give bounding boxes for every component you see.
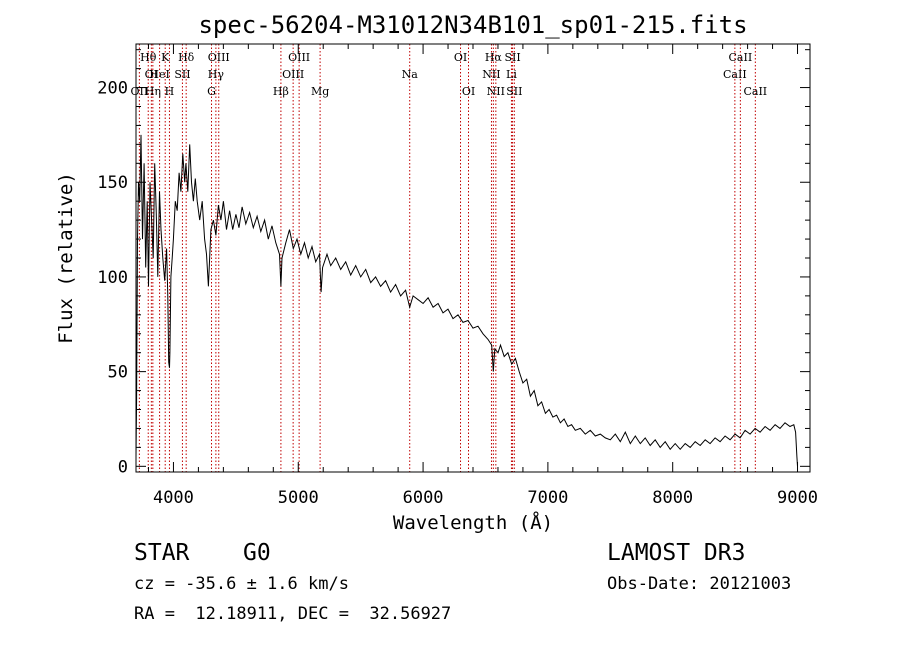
line-marker-label: OI <box>145 68 158 81</box>
y-tick-label: 0 <box>118 457 128 477</box>
x-tick-label: 9000 <box>777 488 818 508</box>
chart-title: spec-56204-M31012N34B101_sp01-215.fits <box>198 11 747 39</box>
line-marker-label: CaII <box>723 68 747 81</box>
x-tick-label: 6000 <box>403 488 444 508</box>
sky-coordinates: RA = 12.18911, DEC = 32.56927 <box>134 604 452 624</box>
line-marker-label: Hθ <box>140 51 157 64</box>
x-tick-label: 7000 <box>527 488 568 508</box>
y-tick-label: 100 <box>97 268 128 288</box>
line-marker-label: H <box>165 85 175 98</box>
line-marker-label: Mg <box>311 85 329 98</box>
line-marker-label: SII <box>174 68 190 81</box>
line-marker-label: OIII <box>208 51 230 64</box>
x-axis-ticks: 4000 5000 6000 7000 8000 9000 <box>147 44 818 508</box>
line-marker-label: Hγ <box>208 68 225 81</box>
line-marker-label: CaII <box>729 51 753 64</box>
y-tick-label: 50 <box>108 363 128 383</box>
spectral-line-markers <box>138 44 756 472</box>
survey-name: LAMOST DR3 <box>607 540 746 566</box>
x-tick-label: 8000 <box>652 488 693 508</box>
line-marker-label: OIII <box>288 51 310 64</box>
line-marker-label: Li <box>506 68 517 81</box>
line-marker-label: OIII <box>282 68 304 81</box>
line-marker-label: CaII <box>743 85 767 98</box>
y-tick-label: 200 <box>97 79 128 99</box>
observation-date: Obs-Date: 20121003 <box>607 574 792 594</box>
line-marker-label: G <box>207 85 216 98</box>
plot-frame <box>135 43 811 473</box>
spectral-line-labels: Hθ OI OII K HeI Hη SII H Hδ OIII Hγ G OIII OIII Hβ Mg Na… <box>131 51 768 98</box>
line-marker-label: Hδ <box>178 51 195 64</box>
line-marker-label: OII <box>131 85 149 98</box>
spectrum-series-line <box>135 134 798 467</box>
x-tick-label: 4000 <box>153 488 194 508</box>
line-marker-label: HeI <box>149 68 169 81</box>
line-marker-label: Hβ <box>273 85 289 98</box>
line-marker-label: Na <box>402 68 419 81</box>
line-marker-label: OI <box>462 85 475 98</box>
y-axis-ticks: 0 50 100 150 200 <box>97 49 810 477</box>
line-marker-label: SII <box>504 51 520 64</box>
line-marker-label: OI <box>454 51 467 64</box>
y-axis-label: Flux (relative) <box>55 172 77 344</box>
y-tick-label: 150 <box>97 173 128 193</box>
x-axis-label: Wavelength (Å) <box>393 511 553 534</box>
line-marker-label: NII <box>487 85 505 98</box>
radial-velocity: cz = -35.6 ± 1.6 km/s <box>134 574 349 594</box>
line-marker-label: Hα <box>485 51 503 64</box>
line-marker-label: K <box>161 51 170 64</box>
line-marker-label: NII <box>482 68 500 81</box>
object-class: STAR <box>134 540 190 566</box>
line-marker-label: Hη <box>145 85 161 98</box>
x-tick-label: 5000 <box>278 488 319 508</box>
line-marker-label: SII <box>506 85 522 98</box>
spectral-subclass: G0 <box>243 540 271 566</box>
